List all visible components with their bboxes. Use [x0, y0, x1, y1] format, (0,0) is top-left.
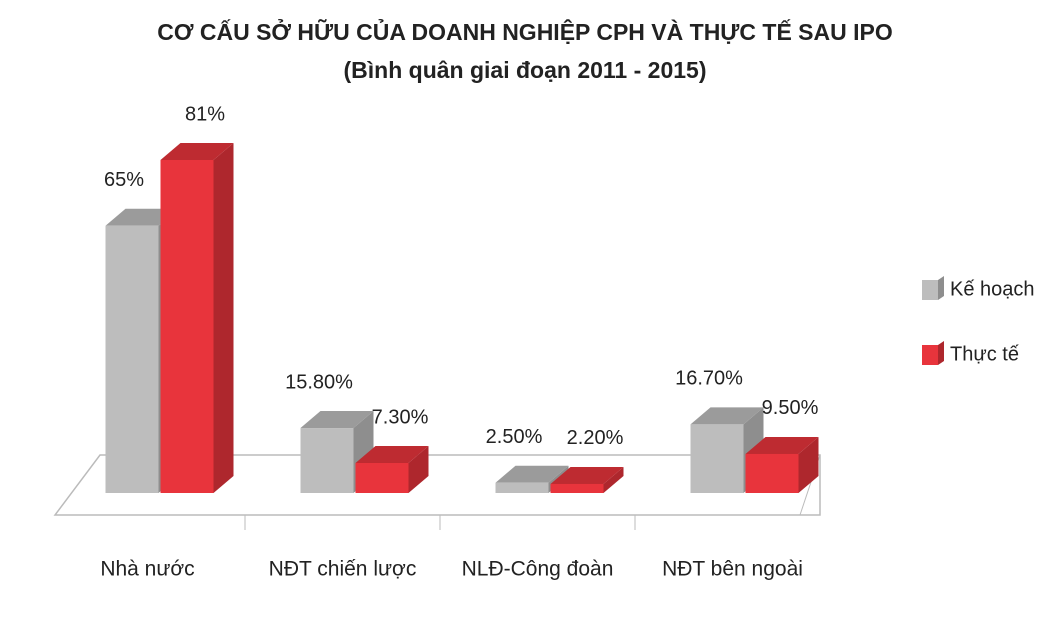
bar	[495, 482, 549, 493]
value-label: 2.50%	[486, 426, 543, 448]
chart-subtitle: (Bình quân giai đoạn 2011 - 2015)	[344, 57, 707, 83]
value-label: 65%	[104, 169, 144, 191]
bar	[355, 462, 409, 493]
bar-side	[213, 143, 234, 493]
legend-swatch	[922, 280, 938, 300]
bar-side	[798, 436, 819, 493]
bar-side	[408, 445, 429, 493]
bar	[300, 428, 354, 493]
bar	[745, 453, 799, 493]
legend-swatch	[922, 345, 938, 365]
floor	[53, 454, 821, 516]
chart-title: CƠ CẤU SỞ HỮU CỦA DOANH NGHIỆP CPH VÀ TH…	[157, 17, 893, 45]
bar-top	[355, 445, 429, 463]
value-label: 81%	[185, 103, 225, 125]
legend-label: Kế hoạch	[950, 278, 1035, 300]
legend-swatch-side	[938, 341, 944, 365]
bar-top	[495, 465, 569, 483]
bar-top	[550, 466, 624, 484]
bar-side	[603, 466, 624, 493]
bar-top	[300, 411, 374, 429]
value-label: 16.70%	[675, 368, 743, 390]
bar	[105, 225, 159, 493]
bar	[550, 483, 604, 493]
bar	[690, 424, 744, 493]
legend-label: Thực tế	[950, 343, 1019, 365]
legend-swatch-side	[938, 276, 944, 300]
bar-top	[690, 407, 764, 425]
value-label: 7.30%	[372, 406, 429, 428]
x-tick-label: NĐT chiến lược	[269, 558, 417, 581]
x-tick-label: NLĐ-Công đoàn	[462, 558, 614, 581]
bar-top	[105, 208, 179, 226]
bar	[160, 160, 214, 493]
bar-top	[160, 143, 234, 160]
value-label: 15.80%	[285, 371, 353, 393]
value-label: 2.20%	[567, 427, 624, 449]
x-tick-label: Nhà nước	[100, 558, 194, 581]
bar-top	[745, 436, 819, 454]
value-label: 9.50%	[762, 397, 819, 419]
x-tick-label: NĐT bên ngoài	[662, 558, 803, 581]
